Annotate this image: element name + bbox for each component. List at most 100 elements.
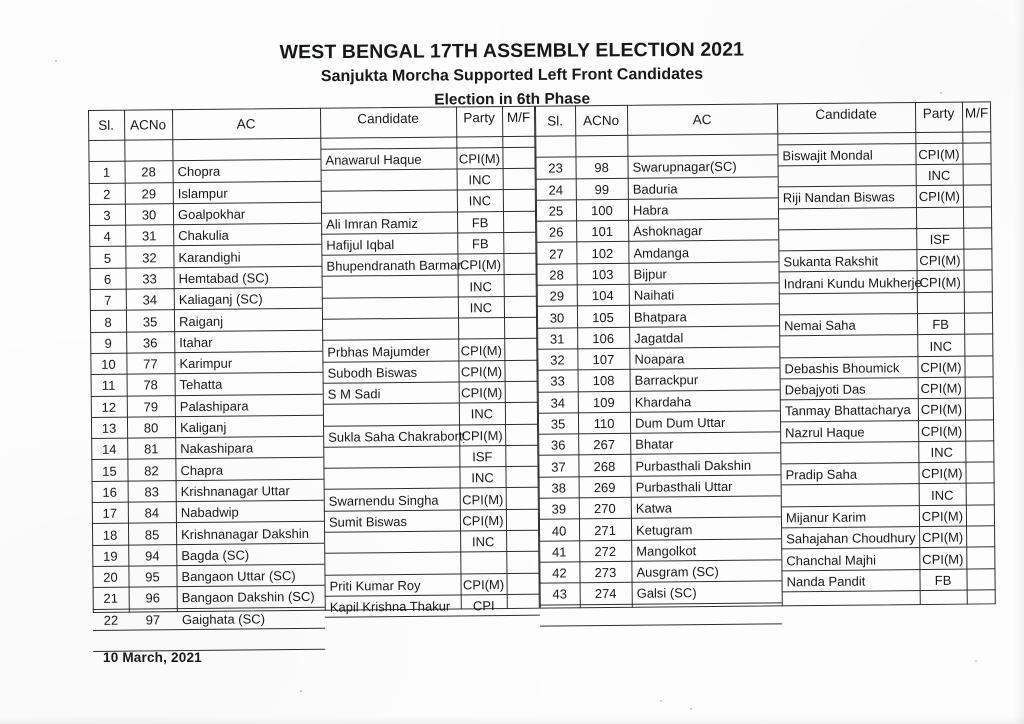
cell-acno: 272: [594, 543, 617, 559]
table-row[interactable]: 24 99 Baduria: [535, 177, 778, 201]
table-row-candidate[interactable]: INC: [320, 190, 536, 214]
cell-acno: 77: [143, 356, 158, 372]
cell-acno: 106: [592, 330, 615, 346]
table-row[interactable]: 14 81 Nakashipara: [91, 437, 324, 461]
table-row-candidate[interactable]: INC: [322, 296, 538, 320]
table-row-candidate[interactable]: INC: [323, 467, 539, 491]
table-row-candidate[interactable]: Subodh Biswas CPI(M): [322, 360, 538, 384]
cell-ac: Nakashipara: [180, 440, 254, 457]
cell-mf: [965, 399, 994, 421]
table-row[interactable]: 11 78 Tehatta: [90, 373, 323, 397]
table-row[interactable]: 1 28 Chopra: [88, 160, 321, 184]
table-row[interactable]: 13 80 Kaliganj: [91, 416, 324, 440]
table-row-candidate[interactable]: INC: [780, 484, 995, 508]
table-row[interactable]: 3 30 Goalpokhar: [89, 203, 322, 227]
table-row-candidate[interactable]: INC: [321, 275, 537, 299]
table-row[interactable]: 17 84 Nabadwip: [91, 501, 324, 525]
table-row[interactable]: 22 97 Gaighata (SC): [92, 607, 325, 631]
table-row[interactable]: 23 98 Swarupnagar(SC): [535, 156, 778, 180]
table-row[interactable]: 29 104 Naihati: [536, 283, 779, 308]
cell-ac: Purbasthali Dakshin: [635, 457, 752, 474]
table-row[interactable]: 43 274 Galsi (SC): [539, 582, 782, 606]
table-row[interactable]: 6 33 Hemtabad (SC): [89, 267, 322, 291]
table-row-candidate[interactable]: S M Sadi CPI(M): [322, 382, 538, 406]
table-row-candidate[interactable]: Debashis Bhoumick CPI(M): [779, 356, 994, 380]
table-row-candidate[interactable]: INC: [324, 531, 540, 555]
table-row[interactable]: 34 109 Khardaha: [537, 390, 780, 414]
table-row[interactable]: 4 31 Chakulia: [89, 224, 322, 248]
table-row[interactable]: 31 106 Jagatdal: [537, 326, 780, 350]
table-row-candidate[interactable]: [324, 552, 540, 576]
table-row-candidate[interactable]: Sumit Biswas CPI(M): [324, 509, 540, 533]
table-row[interactable]: 27 102 Amdanga: [536, 241, 779, 265]
cell-mf: [506, 509, 539, 531]
table-row-candidate[interactable]: Sukla Saha Chakraborty CPI(M): [323, 424, 539, 448]
table-row[interactable]: 2 29 Islampur: [88, 181, 321, 205]
table-row-candidate[interactable]: Tanmay Bhattacharya CPI(M): [780, 399, 995, 422]
table-row[interactable]: 5 32 Karandighi: [89, 245, 322, 269]
table-row[interactable]: 30 105 Bhatpara: [537, 305, 780, 329]
table-row-candidate[interactable]: Debajyoti Das CPI(M): [779, 377, 994, 401]
table-row[interactable]: 20 95 Bangaon Uttar (SC): [92, 565, 325, 589]
table-row-candidate[interactable]: INC: [320, 169, 536, 193]
table-row-candidate[interactable]: ISF: [323, 446, 539, 469]
cell-mf: [503, 254, 536, 276]
table-row[interactable]: 18 85 Krishnanagar Dakshin: [92, 522, 325, 546]
table-row[interactable]: 28 103 Bijpur: [536, 262, 779, 286]
table-row[interactable]: 35 110 Dum Dum Uttar: [538, 411, 781, 435]
table-row-candidate[interactable]: Mijanur Karim CPI(M): [781, 505, 996, 529]
table-row[interactable]: 12 79 Palashipara: [90, 394, 323, 418]
table-row-candidate[interactable]: [778, 292, 993, 316]
table-row[interactable]: 40 271 Ketugram: [539, 518, 782, 542]
table-row[interactable]: 33 108 Barrackpur: [537, 369, 780, 393]
table-row-candidate[interactable]: Sukanta Rakshit CPI(M): [778, 250, 993, 273]
table-row[interactable]: 15 82 Chapra: [91, 458, 324, 482]
table-row[interactable]: 25 100 Habra: [536, 198, 779, 222]
table-row[interactable]: 8 35 Raiganj: [90, 309, 323, 333]
table-row-candidate[interactable]: Sahajahan Choudhury CPI(M): [781, 526, 996, 550]
table-row[interactable]: 7 34 Kaliaganj (SC): [89, 288, 322, 312]
table-row[interactable]: 41 272 Mangolkot: [539, 539, 782, 563]
table-row-candidate[interactable]: Anawarul Haque CPI(M): [320, 147, 536, 171]
table-row[interactable]: 42 273 Ausgram (SC): [539, 560, 782, 584]
table-row[interactable]: 19 94 Bagda (SC): [92, 543, 325, 567]
table-row-candidate[interactable]: Priti Kumar Roy CPI(M): [324, 573, 540, 597]
table-row[interactable]: 21 96 Bangaon Dakshin (SC): [92, 586, 325, 610]
table-row-candidate[interactable]: Kapil Krishna Thakur CPI: [324, 595, 540, 619]
table-row-candidate[interactable]: Riji Nandan Biswas CPI(M): [777, 186, 992, 209]
table-row-candidate[interactable]: INC: [777, 164, 992, 188]
table-row-candidate[interactable]: Pradip Saha CPI(M): [780, 463, 995, 486]
table-row[interactable]: 26 101 Ashoknagar: [536, 220, 779, 244]
cell-sl: 2: [103, 186, 111, 202]
cell-acno: 104: [591, 288, 614, 304]
table-row-candidate[interactable]: INC: [323, 403, 539, 427]
table-row-candidate[interactable]: [778, 207, 993, 231]
table-row[interactable]: 39 270 Katwa: [538, 496, 781, 521]
table-row-candidate[interactable]: Prbhas Majumder CPI(M): [322, 339, 538, 363]
table-row-candidate[interactable]: Hafijul Iqbal FB: [321, 233, 537, 256]
table-row-candidate[interactable]: Nazrul Haque CPI(M): [780, 420, 995, 444]
table-row-candidate[interactable]: Indrani Kundu Mukherjee CPI(M): [778, 271, 993, 295]
table-row-candidate[interactable]: Nemai Saha FB: [779, 313, 994, 337]
table-row[interactable]: 36 267 Bhatar: [538, 433, 781, 457]
table-row[interactable]: 32 107 Noapara: [537, 347, 780, 371]
table-row[interactable]: 16 83 Krishnanagar Uttar: [91, 480, 324, 504]
table-row-candidate[interactable]: INC: [780, 441, 995, 465]
cell-ac: Gaighata (SC): [181, 611, 266, 627]
scan-artifact: [660, 700, 662, 702]
table-row[interactable]: 38 269 Purbasthali Uttar: [538, 475, 781, 499]
table-row[interactable]: 10 77 Karimpur: [90, 352, 323, 376]
table-row[interactable]: 37 268 Purbasthali Dakshin: [538, 454, 781, 478]
table-row-candidate[interactable]: Chanchal Majhi CPI(M): [781, 548, 996, 572]
table-row-candidate[interactable]: Ali Imran Ramiz FB: [321, 211, 537, 235]
table-row-candidate[interactable]: [322, 318, 538, 342]
table-row-candidate[interactable]: Nanda Pandit FB: [781, 569, 996, 593]
table-row-candidate[interactable]: Swarnendu Singha CPI(M): [323, 488, 539, 512]
table-row-candidate[interactable]: Biswajit Mondal CPI(M): [777, 143, 992, 167]
table-row-candidate[interactable]: ISF: [778, 228, 993, 252]
cell-candidate: Chanchal Majhi: [786, 551, 877, 568]
table-row-candidate[interactable]: Bhupendranath Barman CPI(M): [321, 254, 537, 278]
table-row-candidate[interactable]: INC: [779, 335, 994, 359]
cell-ac: Chopra: [177, 164, 221, 180]
table-row[interactable]: 9 36 Itahar: [90, 330, 323, 354]
